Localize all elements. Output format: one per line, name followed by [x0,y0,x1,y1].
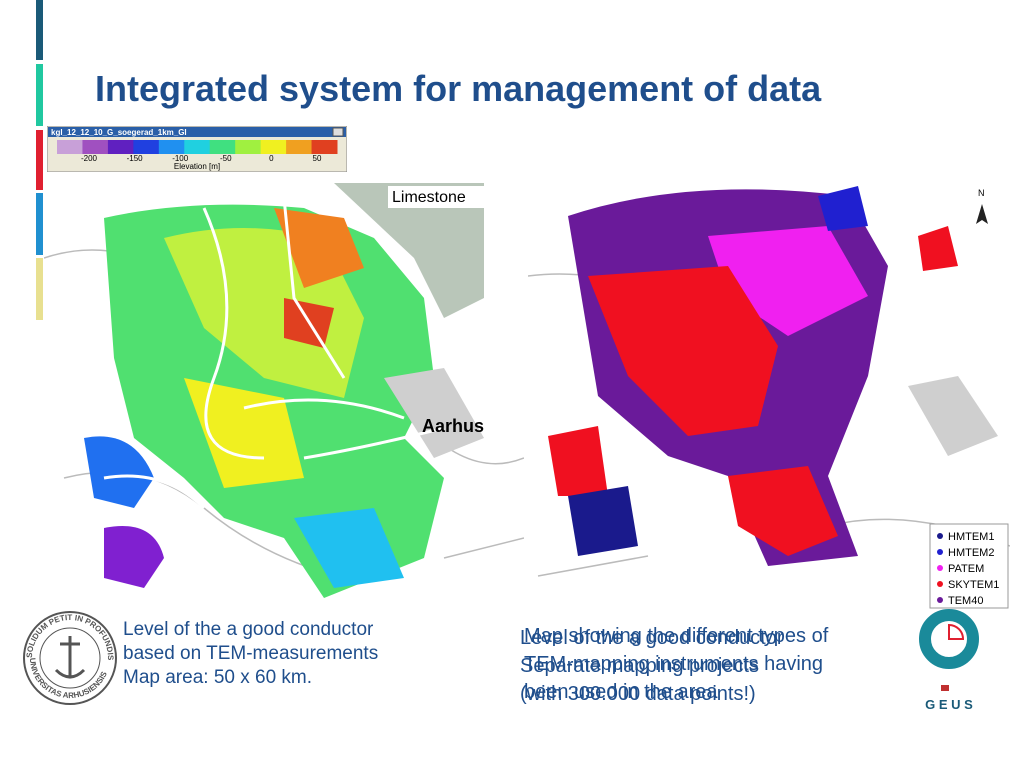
colorbar-swatch [184,140,211,154]
colorbar-swatch [209,140,236,154]
logo-text: G E U S [925,697,973,712]
legend-marker [937,581,943,587]
slide-title: Integrated system for management of data [95,68,822,109]
caption-line: Map area: 50 x 60 km. [123,667,313,688]
colorbar-tick: 0 [269,154,274,163]
right-caption-overlap: Level of the a good conductor Separate m… [520,624,784,708]
caption-line: Level of the a good conductor [123,619,374,640]
colorbar-swatch [260,140,287,154]
caption-line: TEM-mapping instruments having [524,653,824,675]
colorbar-swatch [133,140,160,154]
caption-line: Map showing the different types of [524,625,829,647]
colorbar-tick: -50 [220,154,232,163]
colorbar-swatch [158,140,185,154]
legend-marker [937,533,943,539]
conductor-map: Limestone Aarhus [44,178,524,610]
university-seal: SOLIDUM PETIT IN PROFUNDIS UNIVERSITAS A… [23,611,117,705]
accent-bar [36,193,43,255]
colorbar-swatch [82,140,109,154]
legend-label: TEM40 [948,595,983,607]
accent-bar [36,258,43,320]
legend-label: HMTEM1 [948,531,994,543]
caption-line: Separate mapping projects [520,655,760,677]
colorbar-tick: -100 [172,154,189,163]
right-caption: Map showing the different types of TEM-m… [524,622,828,706]
caption-line: Level of the a good conductor [520,627,784,649]
colorbar-swatch [107,140,134,154]
map-label: Limestone [392,189,466,206]
colorbar-tick: -200 [81,154,98,163]
colorbar-label: Elevation [m] [174,162,220,171]
colorbar-swatch [235,140,262,154]
colorbar-swatch [57,140,83,154]
colorbar-window: kgl_12_12_10_G_soegerad_1km_GI -200 -150 -… [47,126,347,172]
geus-logo: G E U S [919,609,979,712]
north-arrow: N [978,188,985,198]
colorbar-swatch [311,140,338,154]
instrument-map: N HMTEM1 HMTEM2 PATEM SKYTEM1 TEM40 [528,176,1010,612]
caption-line: based on TEM-measurements [123,643,379,664]
legend-marker [937,565,943,571]
legend-label: HMTEM2 [948,547,994,559]
window-title: kgl_12_12_10_G_soegerad_1km_GI [51,128,187,137]
colorbar-swatch [286,140,313,154]
accent-bar [36,0,43,60]
legend-marker [937,549,943,555]
accent-bar [36,64,43,126]
colorbar-tick: -150 [127,154,144,163]
caption-line: been used in the area [524,681,718,703]
map-label: Aarhus [422,416,484,436]
left-caption: Level of the a good conductor based on T… [123,618,378,690]
colorbar-tick: 50 [313,154,322,163]
legend-label: PATEM [948,563,984,575]
legend-marker [937,597,943,603]
caption-line: (with 300.000 data points!) [520,683,756,705]
legend-label: SKYTEM1 [948,579,999,591]
accent-bar [36,130,43,190]
